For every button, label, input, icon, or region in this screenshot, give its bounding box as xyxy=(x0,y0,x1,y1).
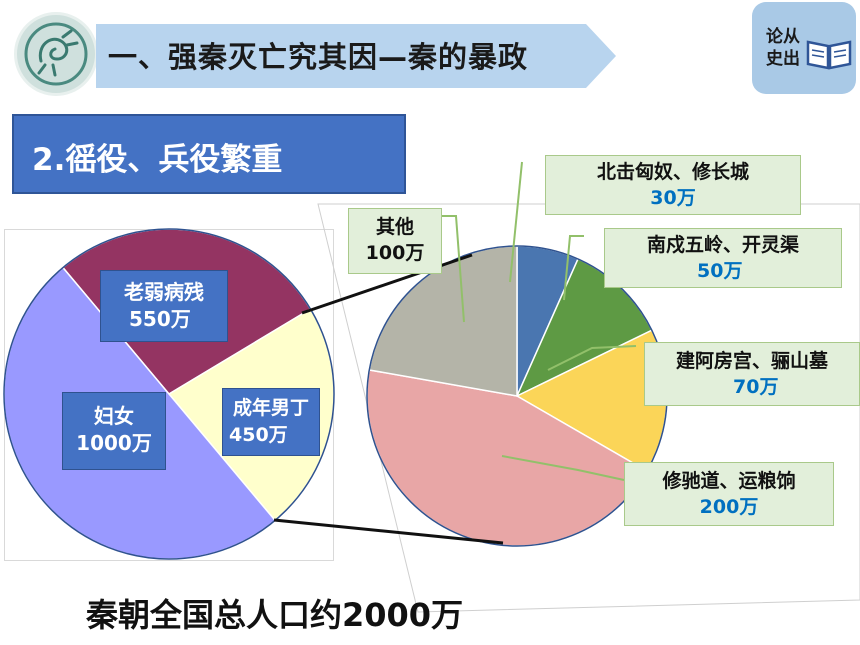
slice-name: 北击匈奴、修长城 xyxy=(596,161,749,183)
population-note: 秦朝全国总人口约2000万 xyxy=(86,596,464,634)
leader-line xyxy=(547,345,637,371)
slice-value: 30万 xyxy=(650,187,696,209)
leader-line xyxy=(442,215,465,323)
slice-name: 建阿房宫、骊山墓 xyxy=(675,350,828,372)
slice-value: 70万 xyxy=(733,376,779,398)
title-banner xyxy=(96,24,616,88)
slice-name: 其他 xyxy=(375,216,414,238)
pie-outline xyxy=(3,228,335,560)
slice-label-elderly: 老弱病残 550万 xyxy=(100,270,228,342)
open-book-icon xyxy=(806,40,852,70)
slice-label-roads: 修驰道、运粮饷 200万 xyxy=(624,462,834,526)
badge-text: 论从史出 xyxy=(766,27,800,69)
slice-name: 妇女 xyxy=(94,404,134,428)
slice-label-women: 妇女 1000万 xyxy=(62,392,166,470)
slice-label-palace: 建阿房宫、骊山墓 70万 xyxy=(644,342,860,406)
slice-value: 450万 xyxy=(229,424,288,446)
section-title: 一、强秦灭亡究其因—秦的暴政 xyxy=(108,40,529,74)
subheading-box xyxy=(12,114,406,194)
slice-label-lingqu: 南戍五岭、开灵渠 50万 xyxy=(604,228,842,288)
slice-name: 南戍五岭、开灵渠 xyxy=(646,234,799,256)
leader-line xyxy=(509,161,523,283)
slice-name: 老弱病残 xyxy=(124,280,204,304)
slice-label-other: 其他 100万 xyxy=(348,208,442,274)
dragon-emblem-icon xyxy=(14,12,98,96)
labor-pie xyxy=(366,245,668,547)
leader-line xyxy=(563,235,584,301)
slice-name: 修驰道、运粮饷 xyxy=(662,470,796,492)
slice-label-men: 成年男丁 450万 xyxy=(222,388,320,456)
slice-value: 50万 xyxy=(697,260,743,282)
slice-value: 550万 xyxy=(129,307,191,331)
slice-name: 成年男丁 xyxy=(232,397,309,419)
slice-value: 1000万 xyxy=(76,431,152,455)
leader-line xyxy=(501,455,625,481)
zoom-connector-bottom xyxy=(273,518,504,545)
slice-label-great-wall: 北击匈奴、修长城 30万 xyxy=(545,155,801,215)
slice-value: 200万 xyxy=(699,496,759,518)
subheading: 2.徭役、兵役繁重 xyxy=(32,142,283,178)
zoom-connector-top xyxy=(301,253,473,315)
slice-value: 100万 xyxy=(365,242,425,264)
